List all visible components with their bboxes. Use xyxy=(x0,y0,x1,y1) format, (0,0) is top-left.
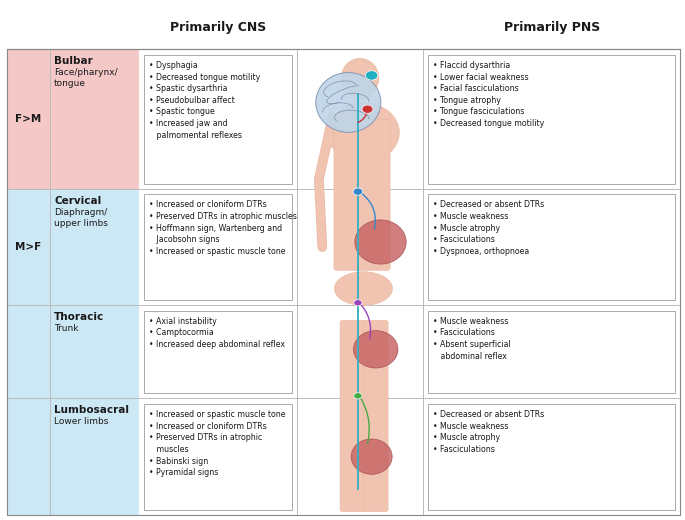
Text: Primarily PNS: Primarily PNS xyxy=(503,21,600,34)
Circle shape xyxy=(353,188,363,196)
Text: Primarily CNS: Primarily CNS xyxy=(170,21,266,34)
FancyBboxPatch shape xyxy=(428,310,675,393)
Text: Face/pharynx/
tongue: Face/pharynx/ tongue xyxy=(54,68,118,88)
Circle shape xyxy=(362,105,373,113)
Text: • Dysphagia
• Decreased tongue motility
• Spastic dysarthria
• Pseudobulbar affe: • Dysphagia • Decreased tongue motility … xyxy=(149,61,260,140)
FancyBboxPatch shape xyxy=(428,55,675,184)
FancyBboxPatch shape xyxy=(363,320,388,512)
Text: Lumbosacral: Lumbosacral xyxy=(54,405,129,415)
Circle shape xyxy=(353,300,362,306)
Ellipse shape xyxy=(327,103,399,163)
FancyBboxPatch shape xyxy=(144,404,292,510)
Text: • Increased or cloniform DTRs
• Preserved DTRs in atrophic muscles
• Hoffmann si: • Increased or cloniform DTRs • Preserve… xyxy=(149,201,297,256)
FancyArrowPatch shape xyxy=(362,193,375,229)
Text: • Decreased or absent DTRs
• Muscle weakness
• Muscle atrophy
• Fasciculations
•: • Decreased or absent DTRs • Muscle weak… xyxy=(433,201,544,256)
Ellipse shape xyxy=(351,439,392,474)
FancyBboxPatch shape xyxy=(7,189,50,305)
FancyBboxPatch shape xyxy=(50,189,139,305)
Text: Thoracic: Thoracic xyxy=(54,312,104,322)
Text: Diaphragm/
upper limbs: Diaphragm/ upper limbs xyxy=(54,208,108,228)
Text: • Flaccid dysarthria
• Lower facial weakness
• Facial fasciculations
• Tongue at: • Flaccid dysarthria • Lower facial weak… xyxy=(433,61,544,128)
FancyBboxPatch shape xyxy=(428,194,675,300)
Text: M>F: M>F xyxy=(15,242,42,252)
FancyBboxPatch shape xyxy=(334,120,390,270)
FancyBboxPatch shape xyxy=(50,49,139,189)
FancyBboxPatch shape xyxy=(428,404,675,510)
Text: Bulbar: Bulbar xyxy=(54,56,93,66)
Text: • Decreased or absent DTRs
• Muscle weakness
• Muscle atrophy
• Fasciculations: • Decreased or absent DTRs • Muscle weak… xyxy=(433,410,544,454)
FancyBboxPatch shape xyxy=(354,84,371,100)
Circle shape xyxy=(366,71,378,80)
Ellipse shape xyxy=(353,331,398,368)
FancyBboxPatch shape xyxy=(7,305,50,398)
FancyBboxPatch shape xyxy=(50,398,139,515)
FancyBboxPatch shape xyxy=(7,398,50,515)
Text: Lower limbs: Lower limbs xyxy=(54,417,108,426)
Text: Trunk: Trunk xyxy=(54,324,79,333)
FancyBboxPatch shape xyxy=(144,310,292,393)
Text: • Axial instability
• Camptocormia
• Increased deep abdominal reflex: • Axial instability • Camptocormia • Inc… xyxy=(149,317,285,349)
Text: • Increased or spastic muscle tone
• Increased or cloniform DTRs
• Preserved DTR: • Increased or spastic muscle tone • Inc… xyxy=(149,410,285,477)
FancyBboxPatch shape xyxy=(340,320,366,512)
FancyBboxPatch shape xyxy=(144,55,292,184)
FancyArrowPatch shape xyxy=(361,305,371,339)
Circle shape xyxy=(353,393,362,399)
Text: • Muscle weakness
• Fasciculations
• Absent superficial
   abdominal reflex: • Muscle weakness • Fasciculations • Abs… xyxy=(433,317,511,361)
Ellipse shape xyxy=(355,220,406,264)
FancyArrowPatch shape xyxy=(358,112,367,122)
Text: F>M: F>M xyxy=(15,114,42,124)
FancyBboxPatch shape xyxy=(50,305,139,398)
Ellipse shape xyxy=(341,59,379,98)
FancyBboxPatch shape xyxy=(144,194,292,300)
FancyBboxPatch shape xyxy=(7,49,50,189)
FancyArrowPatch shape xyxy=(361,398,369,444)
Text: Cervical: Cervical xyxy=(54,196,101,206)
Ellipse shape xyxy=(334,272,393,306)
Ellipse shape xyxy=(316,73,381,133)
